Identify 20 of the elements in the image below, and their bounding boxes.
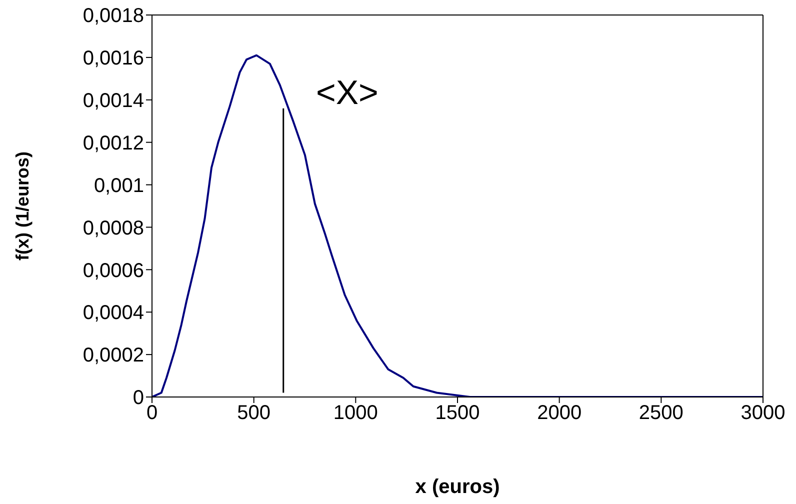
- y-tick-label: 0,0018: [82, 5, 144, 28]
- annotation: <X>: [316, 74, 378, 113]
- y-tick-label: 0,0002: [82, 344, 144, 367]
- x-tick-label: 2500: [638, 402, 684, 424]
- x-axis-title: x (euros): [415, 476, 500, 498]
- x-tick-label: 500: [237, 402, 271, 424]
- y-tick-label: 0,0012: [82, 132, 144, 154]
- y-tick-label: 0,001: [94, 174, 144, 197]
- x-tick-label: 1500: [435, 402, 480, 424]
- x-tick-label: 0: [146, 402, 158, 424]
- x-tick-label: 3000: [740, 402, 786, 424]
- y-axis-title: f(x) (1/euros): [12, 151, 32, 261]
- y-tick-label: 0,0004: [82, 302, 144, 324]
- y-tick-label: 0,0014: [82, 90, 144, 112]
- y-tick-label: 0,0008: [82, 217, 144, 240]
- y-tick-label: 0,0016: [82, 48, 144, 70]
- x-tick-label: 2000: [537, 402, 582, 424]
- y-tick-label: 0: [132, 387, 144, 410]
- y-tick-label: 0,0006: [82, 260, 144, 282]
- x-tick-label: 1000: [333, 402, 378, 424]
